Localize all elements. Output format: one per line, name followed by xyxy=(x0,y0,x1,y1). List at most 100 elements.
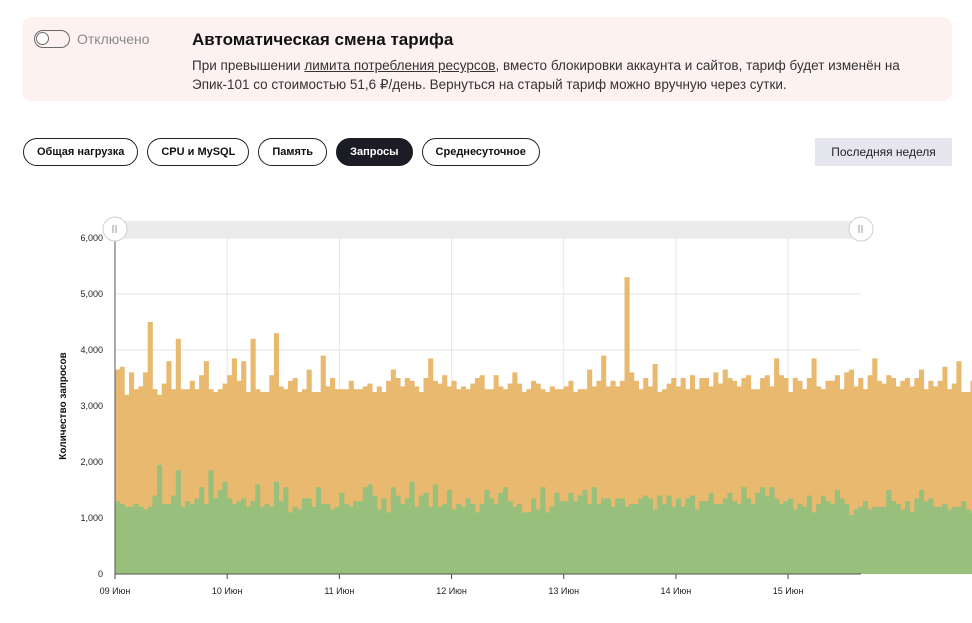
period-selector[interactable]: Последняя неделя xyxy=(815,138,952,166)
tab-total-load[interactable]: Общая нагрузка xyxy=(23,138,139,166)
bar xyxy=(568,380,574,574)
bar xyxy=(199,487,205,574)
bar xyxy=(330,509,336,574)
bar xyxy=(862,501,869,574)
bar xyxy=(264,392,270,574)
bar xyxy=(961,392,967,574)
bar xyxy=(390,369,396,574)
bar xyxy=(259,506,265,574)
bar xyxy=(297,392,303,574)
bar xyxy=(848,515,854,574)
bar xyxy=(601,498,607,574)
bar xyxy=(675,498,682,574)
bar xyxy=(283,389,289,574)
y-tick-label: 0 xyxy=(98,569,103,579)
bar xyxy=(601,355,607,574)
bar xyxy=(395,495,401,574)
bar xyxy=(278,501,284,574)
bar xyxy=(774,498,780,574)
bar xyxy=(521,392,527,574)
bar xyxy=(245,392,251,574)
bar xyxy=(746,375,752,574)
bar xyxy=(521,512,527,574)
bar xyxy=(914,498,920,574)
bar xyxy=(820,389,826,574)
bar xyxy=(722,498,728,574)
bar xyxy=(591,386,597,574)
y-tick-label: 5,000 xyxy=(80,289,103,299)
bar xyxy=(255,389,261,574)
bar xyxy=(316,487,322,574)
navigator-right-handle[interactable] xyxy=(848,216,874,242)
bar xyxy=(965,509,971,574)
chart-tabs: Общая нагрузка CPU и MySQL Память Запрос… xyxy=(23,138,540,166)
bar xyxy=(764,375,770,574)
bar xyxy=(507,383,513,574)
tab-daily-average[interactable]: Среднесуточное xyxy=(421,138,540,166)
bar xyxy=(115,501,121,574)
bar xyxy=(227,498,233,574)
bar xyxy=(839,498,845,574)
bar xyxy=(647,386,653,574)
bar xyxy=(839,389,845,574)
bar xyxy=(577,495,583,574)
x-tick-label: 10 Июн xyxy=(212,586,243,596)
bar xyxy=(802,389,808,574)
bar xyxy=(133,504,139,574)
bar xyxy=(736,386,742,574)
bar xyxy=(942,366,948,574)
bar xyxy=(119,366,125,574)
bar xyxy=(783,378,789,574)
bar xyxy=(900,509,906,574)
bar xyxy=(474,512,481,574)
auto-tariff-toggle[interactable] xyxy=(34,30,70,48)
bar xyxy=(245,506,251,574)
bar xyxy=(297,509,303,574)
bar xyxy=(465,389,471,574)
bar xyxy=(685,498,691,574)
banner-text-after: , вместо блокировки аккаунта и сайтов, т… xyxy=(192,58,900,92)
bar xyxy=(895,386,901,574)
bar xyxy=(175,338,181,574)
tab-requests[interactable]: Запросы xyxy=(336,138,413,166)
bar xyxy=(512,506,518,574)
bar xyxy=(259,392,265,574)
bar xyxy=(755,389,761,574)
bar xyxy=(474,378,481,574)
bar xyxy=(264,504,270,574)
bar xyxy=(788,392,794,574)
bar xyxy=(353,501,359,574)
bar xyxy=(236,501,242,574)
bar xyxy=(951,506,957,574)
tab-cpu-mysql[interactable]: CPU и MySQL xyxy=(147,138,250,166)
resource-limit-link[interactable]: лимита потребления ресурсов xyxy=(304,58,496,73)
bar xyxy=(362,487,368,574)
bar xyxy=(853,386,859,574)
bar xyxy=(741,487,747,574)
bar xyxy=(671,378,677,574)
tab-memory[interactable]: Память xyxy=(258,138,328,166)
bar xyxy=(905,378,911,574)
bar xyxy=(479,504,485,574)
bar xyxy=(498,386,504,574)
bar xyxy=(166,361,172,574)
bar xyxy=(311,392,317,574)
bar xyxy=(806,495,812,574)
bar xyxy=(432,484,438,574)
bar xyxy=(919,490,925,574)
bar xyxy=(769,487,775,574)
bar xyxy=(685,389,691,574)
bar xyxy=(708,386,714,574)
bar xyxy=(750,389,756,574)
auto-tariff-toggle-group[interactable]: Отключено xyxy=(34,30,150,48)
bar xyxy=(423,378,429,574)
bar xyxy=(549,386,555,574)
navigator-left-handle[interactable] xyxy=(102,216,128,242)
bar xyxy=(834,375,840,574)
bar xyxy=(381,498,387,574)
bar xyxy=(320,355,326,574)
bar xyxy=(400,386,406,574)
bar xyxy=(652,509,658,574)
bar xyxy=(886,375,892,574)
